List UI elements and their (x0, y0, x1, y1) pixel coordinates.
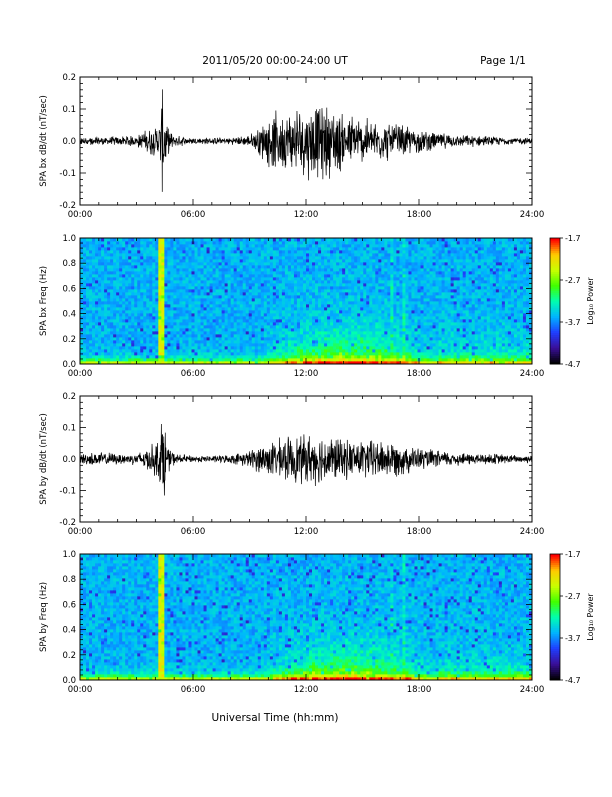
y-tick-label: 0.0 (62, 455, 76, 465)
x-tick-label: 12:00 (294, 369, 319, 379)
x-tick-label: 12:00 (294, 210, 319, 220)
x-tick-label: 12:00 (294, 685, 319, 695)
panel-4: -1.7 -2.7 -3.7 -4.7 Log₁₀ Power 00:00 06:00 12:… (39, 550, 595, 695)
x-tick-label: 00:00 (68, 527, 93, 537)
heatmap-cells-4 (80, 554, 532, 680)
panels-group: 00:00 06:00 12:00 18:00 24:00 -0.2 -0.1 0.0 0.1 0… (39, 73, 595, 695)
x-tick-label: 18:00 (407, 685, 432, 695)
x-tick-label: 12:00 (294, 527, 319, 537)
y-tick-label: -0.2 (59, 201, 76, 211)
y-tick-label: 0.2 (62, 73, 76, 83)
y-tick-label: 0.2 (62, 651, 76, 661)
y-axis-label: SPA by dB/dt (nT/sec) (39, 413, 49, 505)
x-axis-title: Universal Time (hh:mm) (212, 712, 339, 724)
y-tick-label: 0.1 (62, 105, 76, 115)
y-tick-label: -0.1 (59, 487, 76, 497)
y-axis-label: SPA bx Freq (Hz) (39, 266, 49, 336)
x-tick-label: 18:00 (407, 210, 432, 220)
colorbar-label: Log₁₀ Power (586, 593, 595, 641)
y-axis-label: SPA bx dB/dt (nT/sec) (39, 95, 49, 187)
panel-2: -1.7 -2.7 -3.7 -4.7 Log₁₀ Power 00:00 06:00 12:… (39, 234, 595, 379)
y-tick-label: 0.4 (62, 626, 76, 636)
date-range-title: 2011/05/20 00:00-24:00 UT (202, 55, 348, 67)
x-tick-label: 18:00 (407, 369, 432, 379)
colorbar-tick-label: -4.7 (565, 360, 581, 369)
heatmap-cells-2 (80, 238, 532, 364)
y-tick-label: 1.0 (62, 550, 76, 560)
x-tick-label: 24:00 (520, 369, 545, 379)
colorbar-tick-label: -3.7 (565, 634, 581, 643)
x-tick-label: 24:00 (520, 210, 545, 220)
colorbar-tick-label: -1.7 (565, 550, 581, 559)
x-tick-label: 18:00 (407, 527, 432, 537)
x-tick-label: 06:00 (181, 527, 206, 537)
y-tick-label: 0.1 (62, 424, 76, 434)
page-number: Page 1/1 (480, 55, 526, 67)
y-tick-label: 0.0 (62, 360, 76, 370)
x-tick-label: 24:00 (520, 685, 545, 695)
colorbar-tick-label: -1.7 (565, 234, 581, 243)
x-tick-label: 00:00 (68, 685, 93, 695)
y-tick-label: 1.0 (62, 234, 76, 244)
colorbar-label: Log₁₀ Power (586, 277, 595, 325)
y-tick-label: 0.4 (62, 310, 76, 320)
colorbar-tick-label: -4.7 (565, 676, 581, 685)
series-line-1 (80, 89, 532, 192)
y-tick-label: 0.2 (62, 335, 76, 345)
y-tick-label: 0.6 (62, 284, 76, 294)
y-tick-label: 0.8 (62, 575, 76, 585)
y-tick-label: -0.2 (59, 518, 76, 528)
x-tick-label: 06:00 (181, 369, 206, 379)
x-tick-label: 06:00 (181, 210, 206, 220)
colorbar-tick-label: -2.7 (565, 592, 581, 601)
x-tick-label: 06:00 (181, 685, 206, 695)
y-tick-label: -0.1 (59, 169, 76, 179)
y-tick-label: 0.8 (62, 259, 76, 269)
panel-1: 00:00 06:00 12:00 18:00 24:00 -0.2 -0.1 0.0 0.1 0… (39, 73, 544, 220)
colorbar-4: -1.7 -2.7 -3.7 -4.7 Log₁₀ Power (550, 550, 595, 685)
x-tick-label: 00:00 (68, 369, 93, 379)
y-tick-label: 0.6 (62, 600, 76, 610)
colorbar-tick-label: -3.7 (565, 318, 581, 327)
colorbar-tick-label: -2.7 (565, 276, 581, 285)
colorbar-2: -1.7 -2.7 -3.7 -4.7 Log₁₀ Power (550, 234, 595, 369)
y-tick-label: 0.0 (62, 676, 76, 686)
x-tick-label: 00:00 (68, 210, 93, 220)
y-axis-label: SPA by Freq (Hz) (39, 582, 49, 652)
y-tick-label: 0.0 (62, 137, 76, 147)
y-tick-label: 0.2 (62, 392, 76, 402)
panel-3: 00:00 06:00 12:00 18:00 24:00 -0.2 -0.1 0.0 0.1 0… (39, 392, 544, 537)
x-tick-label: 24:00 (520, 527, 545, 537)
series-line-3 (80, 424, 532, 496)
